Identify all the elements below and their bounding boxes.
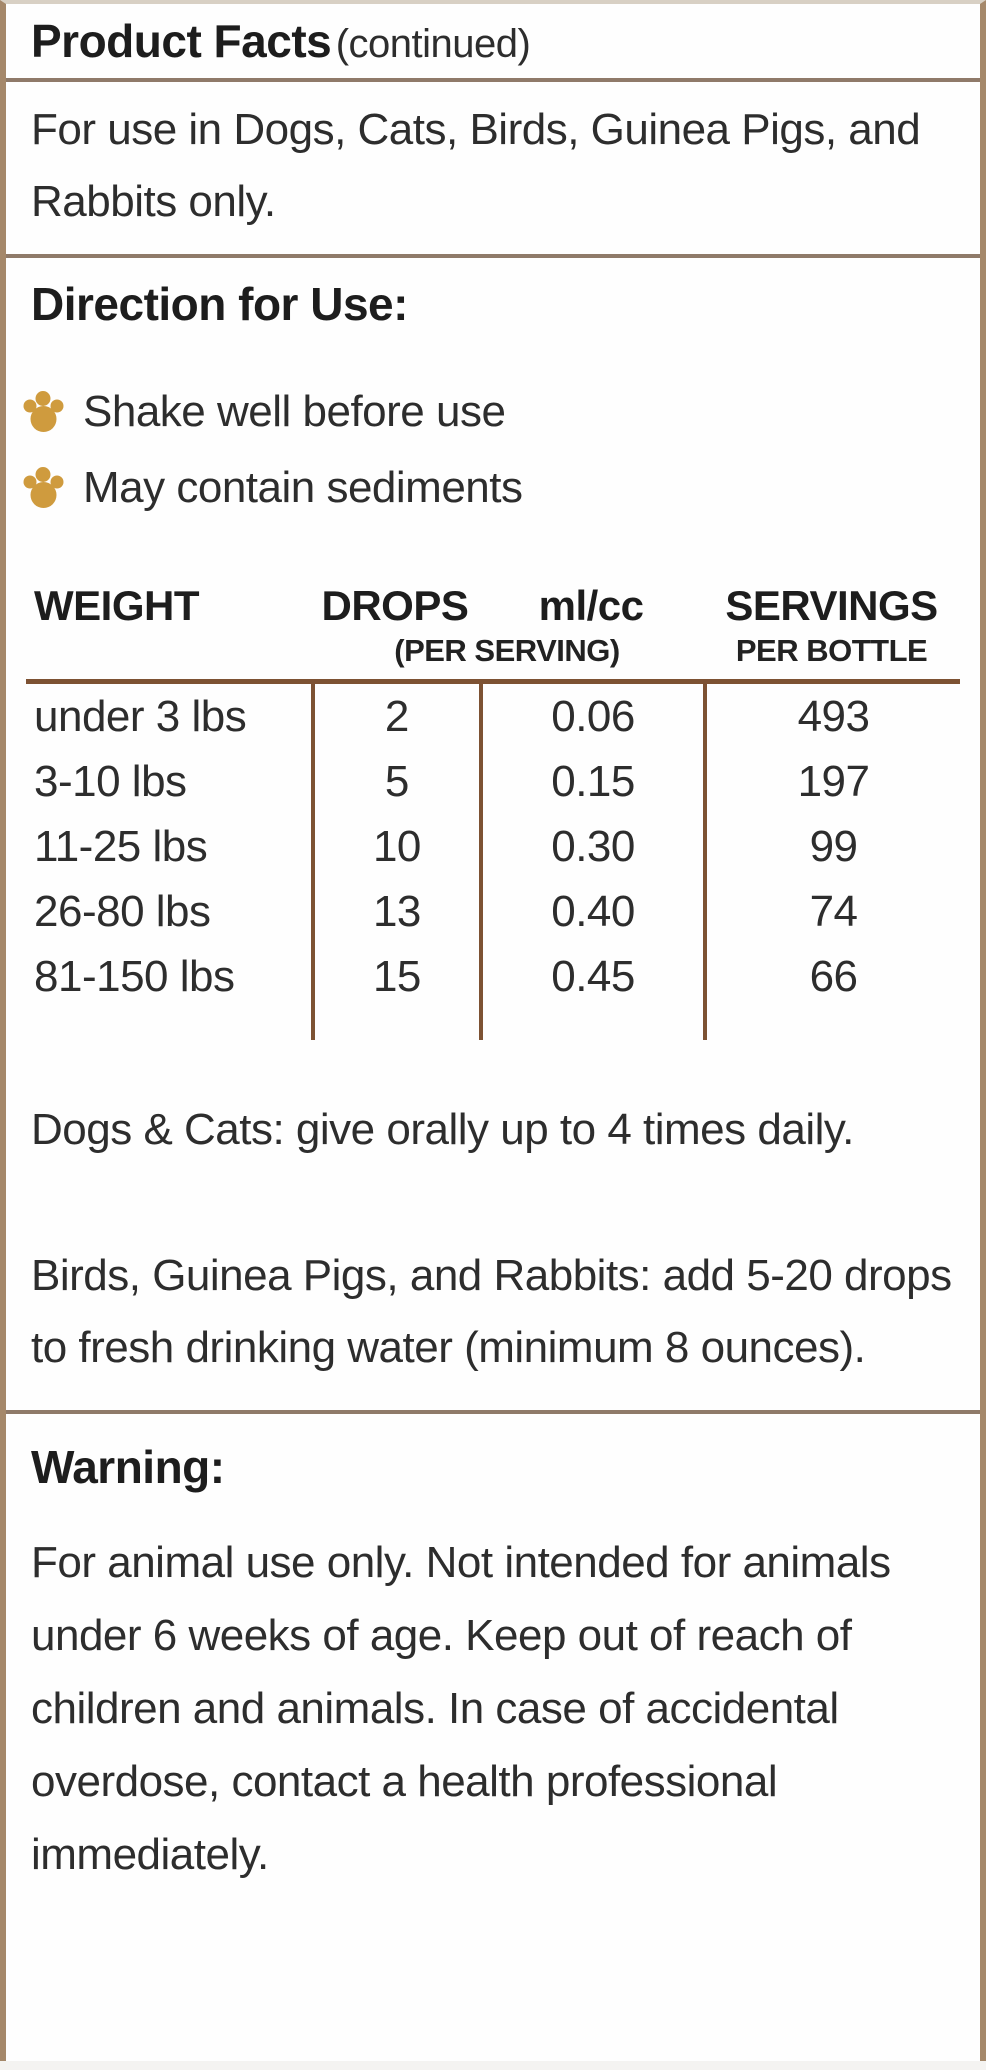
- table-cell: 26-80 lbs: [34, 887, 211, 936]
- table-cell: 0.40: [478, 879, 703, 944]
- page-title-continued: (continued): [335, 22, 531, 66]
- table-cell: 99: [703, 814, 960, 879]
- column-header-weight: WEIGHT: [34, 582, 199, 629]
- column-subheader-per-bottle: PER BOTTLE: [735, 633, 928, 668]
- dosing-table-body: under 3 lbs 2 0.06 493 3-10 lbs 5 0.15 1…: [26, 679, 960, 1040]
- page-title: Product Facts: [31, 15, 332, 67]
- table-cell: 10: [310, 814, 479, 879]
- species-statement-text: For use in Dogs, Cats, Birds, Guinea Pig…: [31, 105, 921, 226]
- table-cell: 81-150 lbs: [34, 952, 235, 1001]
- table-cell: 0.06: [478, 684, 703, 749]
- dosage-note-dogs-cats: Dogs & Cats: give orally up to 4 times d…: [31, 1105, 854, 1154]
- list-item: May contain sediments: [21, 450, 980, 526]
- table-divider-extension: [478, 1009, 703, 1040]
- table-cell: 5: [310, 749, 479, 814]
- directions-section: Direction for Use: Shake well before use: [6, 258, 980, 1414]
- table-cell: 15: [310, 944, 479, 1009]
- dosing-table-header: WEIGHT DROPS ml/cc SERVINGS (PER SERVING…: [26, 580, 960, 670]
- paw-icon: [23, 467, 64, 508]
- table-cell: 493: [703, 684, 960, 749]
- warning-text: For animal use only. Not intended for an…: [31, 1538, 891, 1879]
- column-header-mlcc: ml/cc: [538, 582, 644, 629]
- column-subheader-per-serving: (PER SERVING): [394, 633, 620, 668]
- column-header-servings: SERVINGS: [725, 582, 938, 629]
- column-header-drops: DROPS: [321, 582, 469, 629]
- table-divider-extension: [310, 1009, 479, 1040]
- table-cell: 0.15: [478, 749, 703, 814]
- table-divider-extension: [703, 1009, 960, 1040]
- table-cell: 13: [310, 879, 479, 944]
- dosage-notes: Dogs & Cats: give orally up to 4 times d…: [31, 1094, 955, 1384]
- table-cell: 11-25 lbs: [34, 822, 208, 871]
- product-facts-header: Product Facts (continued): [6, 4, 980, 82]
- table-cell: 74: [703, 879, 960, 944]
- dosing-table: WEIGHT DROPS ml/cc SERVINGS (PER SERVING…: [26, 580, 960, 1040]
- table-cell: under 3 lbs: [34, 692, 247, 741]
- table-cell: 197: [703, 749, 960, 814]
- bottom-edge-strip: [0, 2061, 986, 2070]
- warning-section: Warning: For animal use only. Not intend…: [6, 1414, 980, 1891]
- table-cell: 0.30: [478, 814, 703, 879]
- warning-heading: Warning:: [31, 1441, 225, 1493]
- table-cell: 3-10 lbs: [34, 757, 187, 806]
- table-cell: 2: [310, 684, 479, 749]
- paw-icon: [23, 391, 64, 432]
- table-divider-extension: [26, 1009, 311, 1040]
- directions-bullets: Shake well before use May contain sedime…: [21, 374, 980, 526]
- directions-heading: Direction for Use:: [31, 278, 408, 330]
- dosage-note-birds-guinea-pigs-rabbits: Birds, Guinea Pigs, and Rabbits: add 5-2…: [31, 1251, 952, 1372]
- table-cell: 0.45: [478, 944, 703, 1009]
- species-statement: For use in Dogs, Cats, Birds, Guinea Pig…: [6, 82, 980, 258]
- table-cell: 66: [703, 944, 960, 1009]
- bullet-label: May contain sediments: [83, 463, 523, 512]
- list-item: Shake well before use: [21, 374, 980, 450]
- bullet-label: Shake well before use: [83, 387, 506, 436]
